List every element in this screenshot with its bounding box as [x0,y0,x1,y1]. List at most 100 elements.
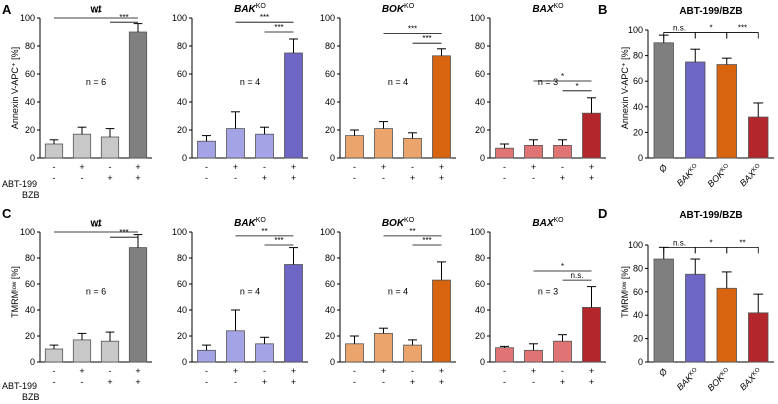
bar [197,349,216,363]
summary-title: ABT-199/BZB [679,210,742,221]
bzb-sign: + [262,377,267,387]
y-tick-label: 0 [182,357,187,367]
chart-title: BAXKO [532,3,564,15]
y-tick-label: 80 [633,263,643,273]
panel-letter-b: B [598,2,607,17]
abt-sign: - [263,366,266,376]
y-tick-label: 40 [25,97,35,107]
category-superscript: KO [720,367,731,378]
y-tick-label: 60 [475,69,485,79]
y-tick-label: 100 [172,13,187,23]
bar [653,42,674,159]
significance-label: *** [408,24,417,33]
abt-sign: + [531,366,536,376]
bzb-sign: + [439,377,444,387]
bar [374,128,393,159]
category-name: Ø [657,366,669,378]
abt-sign: - [503,366,506,376]
significance-label: *** [119,13,128,22]
bzb-sign: - [81,377,84,387]
bzb-sign: + [135,377,140,387]
y-tick-label: 0 [638,357,643,367]
bar [403,344,422,363]
abt-sign: + [233,366,238,376]
bzb-sign: + [439,173,444,183]
significance-label: n.s. [673,24,686,33]
category-name: Ø [657,162,669,174]
bar [72,339,92,363]
abt-sign: + [531,162,536,172]
bar [524,349,543,363]
chart-title-main: BAX [532,218,554,229]
abt-sign: - [411,162,414,172]
significance-label: *** [119,228,128,237]
chart-title-main: wt [89,4,102,15]
bar [197,140,216,159]
y-tick-label: 80 [25,253,35,263]
abt-sign: - [53,366,56,376]
sample-size-label: n = 3 [538,77,558,87]
bar [284,52,303,159]
summary-title: ABT-199/BZB [679,6,742,17]
abt-sign: + [589,366,594,376]
y-tick-label: 60 [177,279,187,289]
bar [255,343,274,363]
bzb-sign: + [560,173,565,183]
bzb-sign: - [81,173,84,183]
bar [100,340,120,363]
y-tick-label: 80 [475,41,485,51]
y-tick-label: 80 [25,41,35,51]
bzb-sign: - [234,173,237,183]
bzb-sign: + [589,173,594,183]
bar [128,247,148,363]
treatment-label-bzb-a: BZB [22,190,40,200]
y-tick-label: 40 [25,305,35,315]
significance-label: ** [739,238,745,247]
significance-bracket [694,246,728,254]
abt-sign: - [53,162,56,172]
bzb-sign: + [107,377,112,387]
y-tick-label: 100 [628,25,643,35]
y-tick-label: 100 [470,227,485,237]
bar [582,306,601,363]
chart-title-superscript: KO [554,3,565,10]
abt-sign: - [353,366,356,376]
bar [716,64,737,159]
bar [432,55,451,159]
chart-title-main: BOK [382,4,405,15]
y-tick-label: 40 [475,305,485,315]
y-tick-label: 60 [325,69,335,79]
bar [495,347,514,363]
bar [748,116,769,159]
treatment-label-abt-a: ABT-199 [2,179,37,189]
sample-size-label: n = 4 [240,286,260,296]
x-category-label: Ø [657,162,669,174]
significance-bracket [663,246,696,254]
abt-sign: - [561,366,564,376]
significance-label: * [561,262,564,271]
chart-title: BOKKO [382,217,415,229]
bzb-sign: - [53,173,56,183]
bzb-sign: - [503,377,506,387]
abt-sign: - [503,162,506,172]
bar [685,61,706,159]
bzb-sign: + [410,377,415,387]
y-tick-label: 60 [475,279,485,289]
abt-sign: - [411,366,414,376]
abt-sign: - [263,162,266,172]
bzb-sign: - [503,173,506,183]
x-category-label: BOKKO [706,162,733,189]
panel-letter-c: C [2,206,12,221]
chart-title: wt [89,218,102,229]
y-tick-label: 60 [633,287,643,297]
bar [345,135,364,159]
category-superscript: KO [751,367,762,378]
bar [653,258,674,363]
y-tick-label: 100 [20,13,35,23]
treatment-label-abt-c: ABT-199 [2,381,37,391]
sample-size-label: n = 4 [388,77,408,87]
